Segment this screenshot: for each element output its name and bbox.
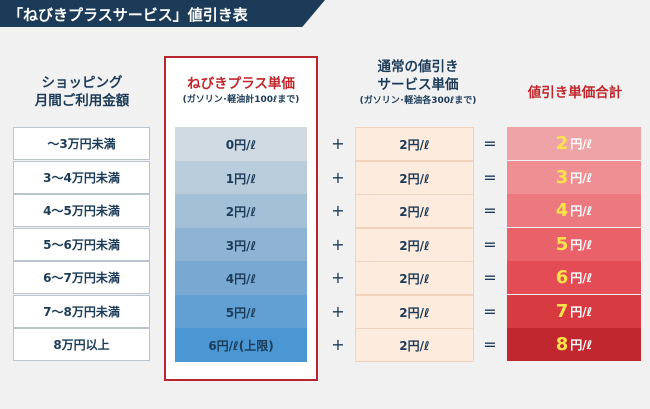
total-discount-value: 7 xyxy=(555,301,569,322)
normal-discount-unit-cell: 2円/ℓ xyxy=(355,261,474,295)
normal-discount-unit-cell: 2円/ℓ xyxy=(355,328,474,362)
header-normal-discount-line1: 通常の値引き xyxy=(377,59,459,75)
plus-sign: + xyxy=(331,302,345,321)
header-monthly-usage: ショッピング 月間ご利用金額 xyxy=(12,74,152,110)
equals-sign: = xyxy=(483,134,497,153)
total-discount-value: 2 xyxy=(555,133,569,154)
equals-sign: = xyxy=(483,268,497,287)
nebiki-plus-unit-cell: 2円/ℓ xyxy=(175,194,307,228)
total-discount-unit: 円/ℓ xyxy=(570,171,593,185)
page-title: 「ねびきプラスサービス」値引き表 xyxy=(8,6,248,24)
total-discount-unit: 円/ℓ xyxy=(570,137,593,151)
income-range-cell: 5〜6万円未満 xyxy=(13,228,150,261)
plus-sign: + xyxy=(331,268,345,287)
total-discount-unit: 円/ℓ xyxy=(570,338,593,352)
total-discount-unit: 円/ℓ xyxy=(570,204,593,218)
total-discount-unit: 円/ℓ xyxy=(570,271,593,285)
nebiki-plus-unit-cell: 1円/ℓ xyxy=(175,161,307,195)
total-discount-cell: 8 円/ℓ xyxy=(507,328,641,361)
equals-sign: = xyxy=(483,168,497,187)
header-nebiki-plus-title: ねびきプラス単価 xyxy=(187,76,295,92)
total-discount-value: 5 xyxy=(555,234,569,255)
nebiki-plus-unit-cell: 6円/ℓ(上限) xyxy=(175,328,307,362)
income-range-cell: 3〜4万円未満 xyxy=(13,161,150,194)
total-discount-value: 6 xyxy=(555,267,569,288)
total-discount-cell: 7 円/ℓ xyxy=(507,295,641,328)
equals-sign: = xyxy=(483,302,497,321)
equals-sign: = xyxy=(483,335,497,354)
income-range-cell: 8万円以上 xyxy=(13,328,150,361)
total-discount-value: 3 xyxy=(555,167,569,188)
normal-discount-unit-cell: 2円/ℓ xyxy=(355,161,474,195)
plus-sign: + xyxy=(331,235,345,254)
equals-sign: = xyxy=(483,201,497,220)
total-discount-cell: 6 円/ℓ xyxy=(507,261,641,294)
equals-sign: = xyxy=(483,235,497,254)
header-normal-discount-line2: サービス単価 xyxy=(377,77,459,93)
total-discount-unit: 円/ℓ xyxy=(570,305,593,319)
header-normal-discount-note: (ガソリン･軽油各300ℓまで) xyxy=(359,96,477,106)
nebiki-plus-unit-cell: 4円/ℓ xyxy=(175,261,307,295)
income-range-cell: 〜3万円未満 xyxy=(13,127,150,160)
total-discount-cell: 4 円/ℓ xyxy=(507,194,641,227)
header-normal-discount: 通常の値引き サービス単価 (ガソリン･軽油各300ℓまで) xyxy=(338,58,498,108)
normal-discount-unit-cell: 2円/ℓ xyxy=(355,194,474,228)
total-discount-cell: 2 円/ℓ xyxy=(507,127,641,160)
header-nebiki-plus-unit: ねびきプラス単価 (ガソリン･軽油計100ℓまで) xyxy=(168,75,314,107)
nebiki-plus-unit-cell: 3円/ℓ xyxy=(175,228,307,262)
normal-discount-unit-cell: 2円/ℓ xyxy=(355,228,474,262)
normal-discount-unit-cell: 2円/ℓ xyxy=(355,127,474,161)
title-bar xyxy=(0,0,325,27)
income-range-cell: 4〜5万円未満 xyxy=(13,194,150,227)
header-total-discount-title: 値引き単価合計 xyxy=(527,85,623,101)
plus-sign: + xyxy=(331,335,345,354)
income-range-cell: 7〜8万円未満 xyxy=(13,295,150,328)
header-total-discount: 値引き単価合計 xyxy=(508,84,642,102)
income-range-cell: 6〜7万円未満 xyxy=(13,261,150,294)
normal-discount-unit-cell: 2円/ℓ xyxy=(355,295,474,329)
total-discount-cell: 3 円/ℓ xyxy=(507,161,641,194)
header-nebiki-plus-note: (ガソリン･軽油計100ℓまで) xyxy=(182,95,300,105)
total-discount-value: 4 xyxy=(555,200,569,221)
total-discount-unit: 円/ℓ xyxy=(570,238,593,252)
plus-sign: + xyxy=(331,201,345,220)
nebiki-plus-unit-cell: 0円/ℓ xyxy=(175,127,307,161)
total-discount-value: 8 xyxy=(555,334,569,355)
nebiki-plus-unit-cell: 5円/ℓ xyxy=(175,295,307,329)
plus-sign: + xyxy=(331,168,345,187)
total-discount-cell: 5 円/ℓ xyxy=(507,228,641,261)
header-monthly-usage-line2: 月間ご利用金額 xyxy=(34,93,130,109)
header-monthly-usage-line1: ショッピング xyxy=(41,75,123,91)
plus-sign: + xyxy=(331,134,345,153)
